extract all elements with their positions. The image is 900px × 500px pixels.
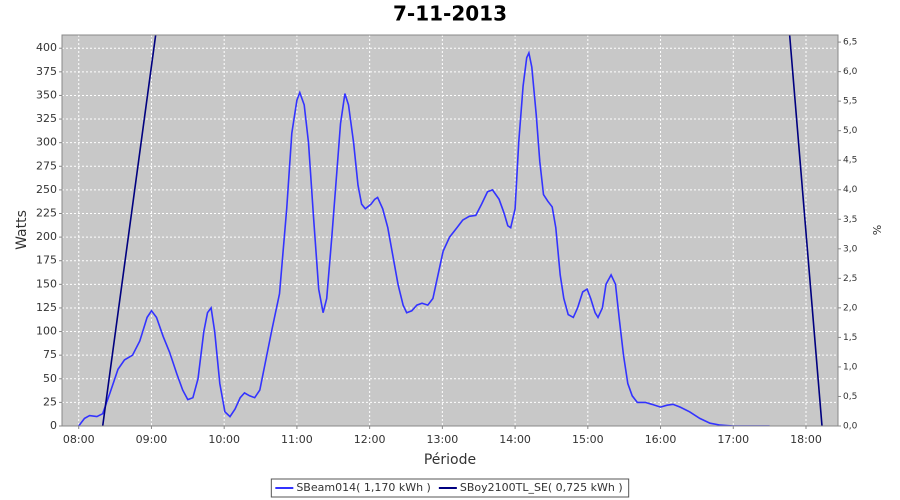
y2-tick-label: 3,0 — [843, 244, 858, 254]
y2-tick-label: 0,5 — [843, 392, 857, 402]
x-tick-label: 18:00 — [790, 433, 822, 446]
y-tick-label: 350 — [36, 88, 57, 101]
y-tick-label: 0 — [50, 419, 57, 432]
y-axis-label: Watts — [14, 210, 30, 250]
y-tick-label: 100 — [36, 325, 57, 338]
y-tick-label: 200 — [36, 230, 57, 243]
y2-tick-label: 4,5 — [843, 156, 857, 166]
y-tick-label: 225 — [36, 207, 57, 220]
x-tick-label: 14:00 — [499, 433, 531, 446]
y2-tick-label: 4,0 — [843, 185, 858, 195]
x-tick-label: 09:00 — [136, 433, 168, 446]
y2-tick-label: 6,5 — [843, 38, 857, 48]
y2-tick-label: 1,5 — [843, 333, 857, 343]
y-tick-label: 25 — [43, 395, 57, 408]
y2-tick-label: 5,0 — [843, 126, 858, 136]
y-tick-label: 300 — [36, 136, 57, 149]
y-tick-label: 50 — [43, 372, 57, 385]
x-tick-label: 08:00 — [63, 433, 95, 446]
x-tick-label: 17:00 — [717, 433, 749, 446]
y-tick-label: 400 — [36, 41, 57, 54]
y2-tick-label: 6,0 — [843, 67, 858, 77]
y2-tick-label: 5,5 — [843, 97, 857, 107]
x-tick-label: 11:00 — [281, 433, 313, 446]
legend-label: SBoy2100TL_SE( 0,725 kWh ) — [460, 481, 623, 494]
y2-axis-label: % — [870, 225, 883, 235]
legend-label: SBeam014( 1,170 kWh ) — [296, 481, 431, 494]
x-axis-label: Période — [424, 452, 476, 468]
y-tick-label: 175 — [36, 254, 57, 267]
y-tick-label: 375 — [36, 65, 57, 78]
y2-tick-label: 3,5 — [843, 215, 857, 225]
x-tick-label: 10:00 — [208, 433, 240, 446]
y2-tick-label: 2,0 — [843, 303, 858, 313]
y2-tick-label: 1,0 — [843, 362, 858, 372]
x-tick-label: 16:00 — [645, 433, 677, 446]
y-tick-label: 75 — [43, 348, 57, 361]
y2-tick-label: 2,5 — [843, 274, 857, 284]
x-tick-label: 15:00 — [572, 433, 604, 446]
plot-border — [61, 34, 839, 427]
chart-title: 7-11-2013 — [393, 2, 507, 26]
series-line — [78, 50, 770, 426]
y-tick-label: 150 — [36, 277, 57, 290]
y-tick-label: 125 — [36, 301, 57, 314]
x-tick-label: 13:00 — [427, 433, 459, 446]
series-line — [101, 35, 823, 426]
y2-tick-label: 0,0 — [843, 422, 858, 432]
y-tick-label: 325 — [36, 112, 57, 125]
x-tick-label: 12:00 — [354, 433, 386, 446]
y-tick-label: 275 — [36, 159, 57, 172]
y-tick-label: 250 — [36, 183, 57, 196]
legend-box — [270, 478, 630, 498]
plot-area — [62, 35, 838, 426]
